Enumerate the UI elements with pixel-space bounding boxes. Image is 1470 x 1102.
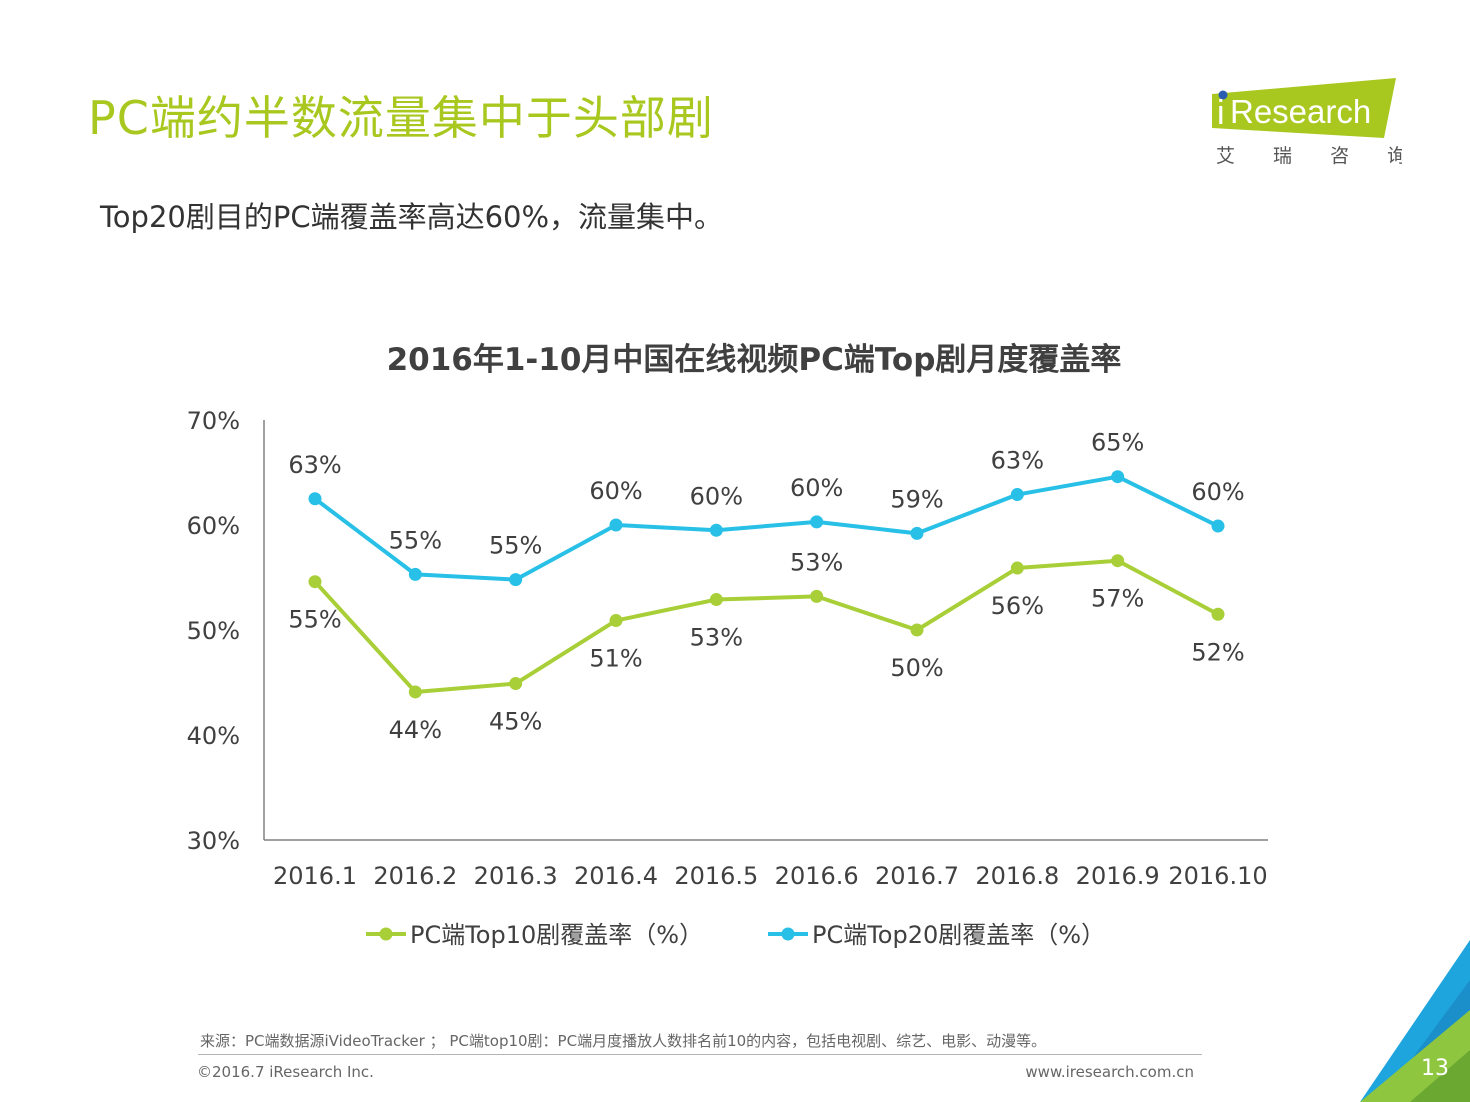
line-chart: 2016年1-10月中国在线视频PC端Top剧月度覆盖率 30% 40% 50% 60… bbox=[187, 342, 1268, 949]
y-tick-label: 70% bbox=[187, 407, 240, 435]
data-point bbox=[810, 515, 824, 529]
legend-swatch-marker bbox=[781, 927, 795, 941]
data-label: 45% bbox=[489, 708, 542, 736]
x-tick-label: 2016.9 bbox=[1076, 862, 1160, 890]
logo-tagline: 艾 瑞 咨 询 bbox=[1216, 145, 1402, 167]
data-label: 63% bbox=[991, 447, 1044, 475]
data-point bbox=[609, 614, 623, 628]
legend-label: PC端Top10剧覆盖率（%） bbox=[410, 921, 703, 949]
data-label: 50% bbox=[890, 654, 943, 682]
data-label: 53% bbox=[690, 624, 743, 652]
legend-item-1: PC端Top10剧覆盖率（%） bbox=[366, 921, 703, 949]
data-label: 60% bbox=[1191, 478, 1244, 506]
y-tick-label: 40% bbox=[187, 722, 240, 750]
x-tick-label: 2016.6 bbox=[775, 862, 859, 890]
data-point bbox=[1111, 470, 1125, 484]
data-point bbox=[1111, 554, 1125, 568]
data-label: 51% bbox=[589, 645, 642, 673]
chart-series: 55%44% 45%51%53%53%50%56% 57%52%63%55% 55%6… bbox=[288, 429, 1244, 744]
legend-label: PC端Top20剧覆盖率（%） bbox=[812, 921, 1105, 949]
logo-prefix: i bbox=[1217, 94, 1225, 132]
x-tick-label: 2016.7 bbox=[875, 862, 959, 890]
series-line bbox=[313, 474, 1219, 582]
data-point bbox=[308, 492, 322, 506]
data-label: 65% bbox=[1091, 429, 1144, 457]
data-point bbox=[408, 685, 422, 699]
data-label: 60% bbox=[589, 477, 642, 505]
data-label: 55% bbox=[489, 532, 542, 560]
legend-item-2: PC端Top20剧覆盖率（%） bbox=[768, 921, 1105, 949]
logo-dot-icon bbox=[1218, 90, 1228, 100]
data-point bbox=[509, 677, 523, 691]
data-label: 56% bbox=[991, 592, 1044, 620]
page-title: PC端约半数流量集中于头部剧 bbox=[88, 91, 714, 145]
chart-legend: PC端Top10剧覆盖率（%） PC端Top20剧覆盖率（%） bbox=[366, 921, 1105, 949]
data-label: 44% bbox=[389, 716, 442, 744]
x-tick-label: 2016.5 bbox=[674, 862, 758, 890]
data-point bbox=[910, 526, 924, 540]
y-tick-label: 50% bbox=[187, 617, 240, 645]
data-label: 55% bbox=[288, 606, 341, 634]
corner-decoration bbox=[1360, 940, 1470, 1102]
data-point bbox=[609, 518, 623, 532]
data-point bbox=[910, 623, 924, 637]
x-tick-label: 2016.2 bbox=[373, 862, 457, 890]
x-tick-label: 2016.1 bbox=[273, 862, 357, 890]
series-line bbox=[313, 558, 1219, 694]
logo-brand-text: Research bbox=[1230, 93, 1371, 130]
chart-axes: 30% 40% 50% 60% 70% 2016.1 2016.2 2016.3 2016.4 2… bbox=[187, 407, 1268, 890]
x-tick-label: 2016.10 bbox=[1168, 862, 1267, 890]
data-point bbox=[810, 589, 824, 603]
data-label: 60% bbox=[690, 482, 743, 510]
iresearch-logo: i Research 艾 瑞 咨 询 bbox=[1212, 78, 1402, 167]
data-label: 55% bbox=[389, 526, 442, 554]
data-point bbox=[1010, 561, 1024, 575]
series-2: 63% 55% 55% 60% 60% 60% 59% 63% 65% 60% bbox=[288, 429, 1245, 587]
data-point bbox=[1010, 488, 1024, 502]
footer-copyright: ©2016.7 iResearch Inc. bbox=[197, 1063, 374, 1081]
y-tick-label: 30% bbox=[187, 827, 240, 855]
data-point bbox=[1211, 519, 1225, 533]
x-tick-label: 2016.3 bbox=[474, 862, 558, 890]
data-point bbox=[709, 523, 723, 537]
y-tick-label: 60% bbox=[187, 512, 240, 540]
data-label: 63% bbox=[288, 451, 341, 479]
data-point bbox=[509, 573, 523, 587]
footer-source-note: 来源：PC端数据源iVideoTracker ； PC端top10剧：PC端月度… bbox=[200, 1032, 1047, 1050]
footer-url-link[interactable]: www.iresearch.com.cn bbox=[1025, 1063, 1194, 1081]
data-label: 60% bbox=[790, 474, 843, 502]
logo-banner-shape bbox=[1212, 78, 1396, 138]
series-1: 55% 44% 45% 51% 53% 53% 50% 56% 57% 52% bbox=[288, 548, 1244, 744]
data-point bbox=[1211, 607, 1225, 621]
page-subtitle: Top20剧目的PC端覆盖率高达60%，流量集中。 bbox=[100, 200, 724, 234]
data-point bbox=[709, 593, 723, 607]
data-point bbox=[308, 575, 322, 589]
legend-swatch-marker bbox=[379, 927, 393, 941]
x-tick-label: 2016.8 bbox=[975, 862, 1059, 890]
data-label: 53% bbox=[790, 548, 843, 576]
data-label: 52% bbox=[1191, 638, 1244, 666]
x-tick-label: 2016.4 bbox=[574, 862, 658, 890]
data-point bbox=[408, 567, 422, 581]
data-label: 59% bbox=[890, 485, 943, 513]
data-label: 57% bbox=[1091, 585, 1144, 613]
page-number: 13 bbox=[1421, 1056, 1449, 1081]
chart-title: 2016年1-10月中国在线视频PC端Top剧月度覆盖率 bbox=[387, 342, 1122, 378]
footer-divider bbox=[198, 1054, 1202, 1055]
